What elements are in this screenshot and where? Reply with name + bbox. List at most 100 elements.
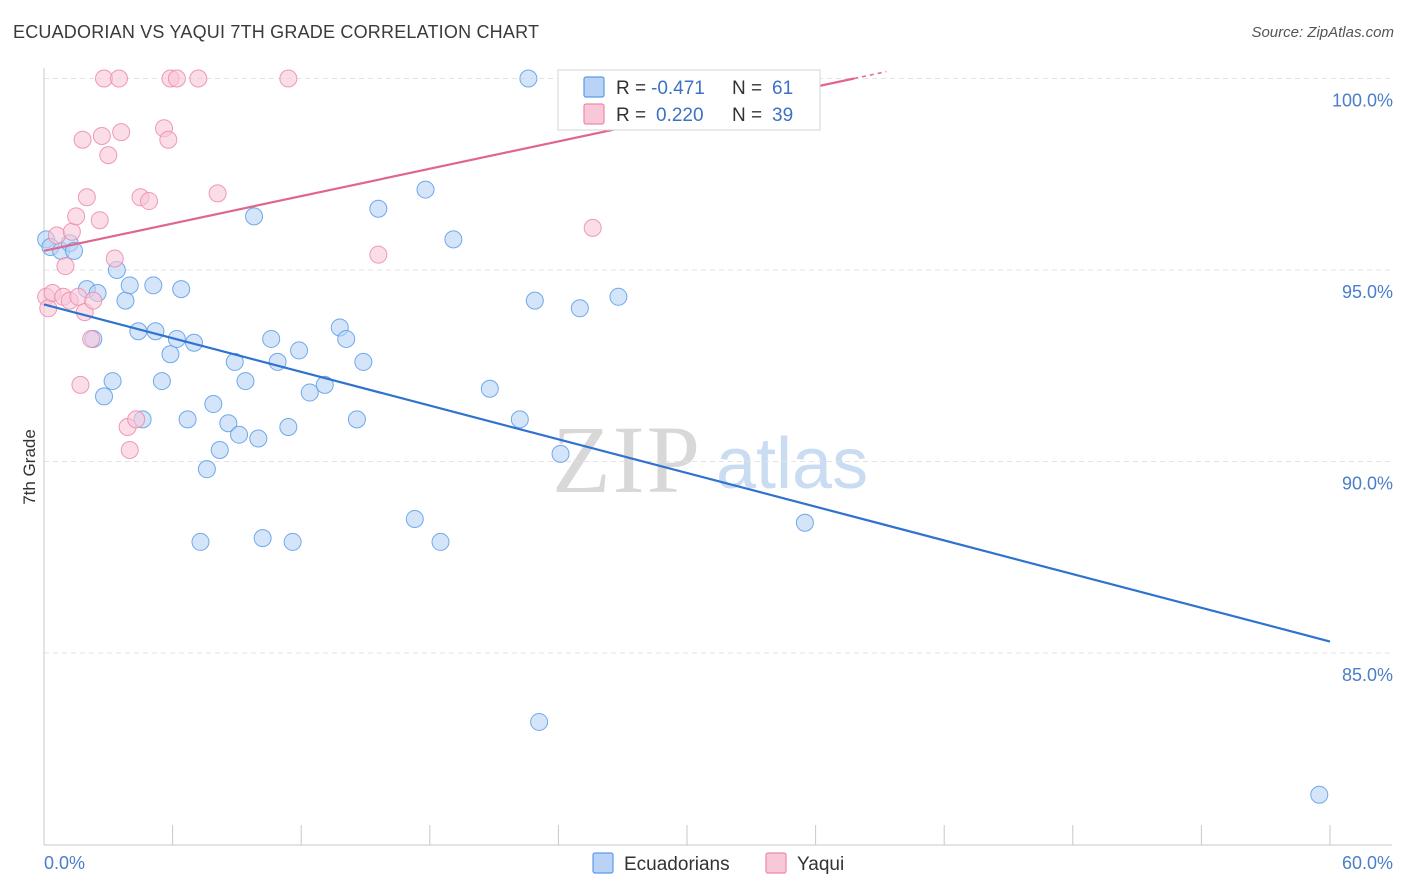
ecuadorian-point [262,329,281,348]
ecuadorian-point [1310,785,1329,804]
yaqui-point [369,245,388,264]
yaqui-point [112,123,131,142]
ecuadorian-point [444,230,463,249]
yaqui-point [47,226,66,245]
yaqui-point [73,130,92,149]
ecuadorian-point [249,429,268,448]
bottom-legend-label-ecuadorians: Ecuadorians [624,854,730,875]
legend-n-value-ecuadorians: 61 [772,78,793,99]
ecuadorian-point [530,712,549,731]
yaqui-point [82,329,101,348]
bottom-legend-swatch-yaqui [765,852,787,874]
yaqui-point [84,291,103,310]
yaqui-point [120,441,139,460]
legend-swatch-ecuadorians [583,76,605,98]
yaqui-point [583,218,602,237]
bottom-legend-swatch-ecuadorians [592,852,614,874]
ecuadorian-point [525,291,544,310]
legend-n-label-yaqui: N = [732,105,762,126]
legend-r-label-ecuadorians: R = [616,78,646,99]
legend-r-value-ecuadorians: -0.471 [651,78,705,99]
ecuadorian-point [347,410,366,429]
ecuadorian-point [210,441,229,460]
yaqui-point [99,146,118,165]
ecuadorian-point [337,329,356,348]
ecuadorian-point [369,199,388,218]
ecuadorian-point [230,425,249,444]
y-tick-label: 95.0% [1342,282,1393,302]
ecuadorian-point [191,532,210,551]
ecuadorian-point [279,418,298,437]
ecuadorian-point [103,372,122,391]
yaqui-point [140,192,159,211]
yaqui-point [77,188,96,207]
ecuadorian-point [480,379,499,398]
legend-r-label-yaqui: R = [616,105,646,126]
source-credit: Source: ZipAtlas.com [1251,24,1394,41]
y-tick-labels: 85.0% 90.0% 95.0% 100.0% [1332,91,1393,686]
bottom-legend: Ecuadorians Yaqui [592,852,844,875]
watermark-zip: ZIP [552,406,702,513]
ecuadorian-point [95,387,114,406]
yaqui-point [110,69,129,88]
yaqui-point [69,287,88,306]
ecuadorian-trend-line [43,303,1331,643]
ecuadorian-point [161,345,180,364]
watermark-atlas: atlas [716,424,868,504]
ecuadorian-point [197,460,216,479]
ecuadorian-point [609,287,628,306]
y-tick-label: 100.0% [1332,91,1393,111]
ecuadorian-point [236,372,255,391]
y-axis-title: 7th Grade [20,429,39,505]
ecuadorian-point [416,180,435,199]
gridlines [44,78,1392,654]
ecuadorian-point [172,280,191,299]
x-tick-label: 60.0% [1342,853,1393,873]
ecuadorian-point [405,509,424,528]
yaqui-point [39,299,58,318]
legend-r-value-yaqui: 0.220 [656,105,704,126]
x-tick-label: 0.0% [44,853,85,873]
ecuadorian-point [120,276,139,295]
ecuadorian-point [300,383,319,402]
yaqui-point [67,207,86,226]
ecuadorian-point [315,375,334,394]
ecuadorian-point [152,372,171,391]
bottom-legend-label-yaqui: Yaqui [797,854,844,875]
yaqui-point [62,222,81,241]
legend-n-label-ecuadorians: N = [732,78,762,99]
yaqui-point [127,410,146,429]
yaqui-point [92,126,111,145]
axes [43,68,1392,846]
ecuadorian-point [253,529,272,548]
yaqui-point [90,211,109,230]
yaqui-trend-extension [854,70,887,80]
x-tick-labels: 0.0% 60.0% [44,853,1393,873]
ecuadorian-point [283,532,302,551]
ecuadorian-point [551,444,570,463]
yaqui-point [71,375,90,394]
y-tick-label: 90.0% [1342,474,1393,494]
ecuadorian-point [65,241,84,260]
ecuadorian-point [510,410,529,429]
yaqui-point [279,69,298,88]
ecuadorian-point [570,299,589,318]
yaqui-point [105,249,124,268]
yaqui-point [189,69,208,88]
ecuadorian-point [431,532,450,551]
legend-n-value-yaqui: 39 [772,105,793,126]
ecuadorian-point [519,69,538,88]
data-points [37,69,1329,804]
legend-swatch-yaqui [583,103,605,125]
yaqui-point [208,184,227,203]
ecuadorian-point [204,395,223,414]
chart-title: ECUADORIAN VS YAQUI 7TH GRADE CORRELATIO… [13,22,540,42]
yaqui-point [95,69,114,88]
ecuadorian-point [290,341,309,360]
y-tick-label: 85.0% [1342,665,1393,685]
ecuadorian-point [178,410,197,429]
ecuadorian-point [219,414,238,433]
ecuadorian-point [144,276,163,295]
legend-box: R = -0.471 N = 61 R = 0.220 N = 39 [557,69,821,131]
